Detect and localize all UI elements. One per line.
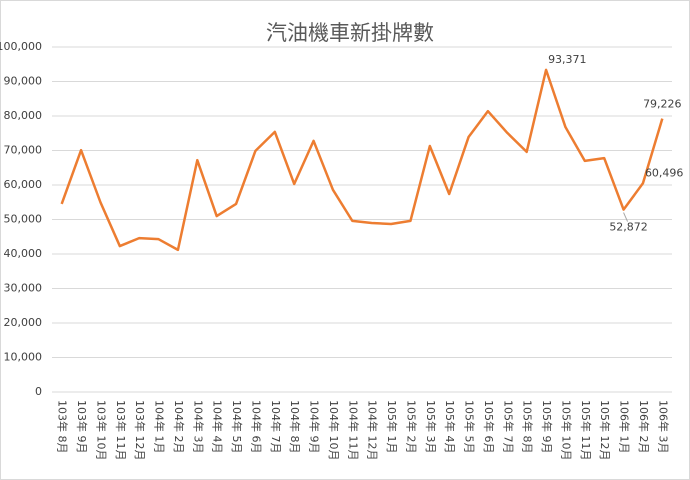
chart-title: 汽油機車新掛牌數 <box>266 21 434 45</box>
data-label: 52,872 <box>609 221 648 234</box>
data-line <box>60 68 664 252</box>
x-tick-label: 104年 11月 <box>346 400 360 461</box>
y-tick-label: 70,000 <box>4 144 43 157</box>
x-tick-label: 105年 1月 <box>385 400 399 454</box>
y-tick-label: 100,000 <box>0 40 42 53</box>
x-tick-label: 105年 5月 <box>463 400 477 454</box>
x-tick-label: 106年 1月 <box>618 400 632 454</box>
x-tick-label: 104年 1月 <box>153 400 167 454</box>
data-label: 79,226 <box>643 98 682 111</box>
data-label: 93,371 <box>548 53 587 66</box>
x-tick-label: 104年 3月 <box>191 400 205 454</box>
x-tick-label: 105年 6月 <box>482 400 496 454</box>
y-tick-label: 60,000 <box>4 178 43 191</box>
x-tick-label: 103年 9月 <box>75 400 89 454</box>
x-tick-label: 105年 12月 <box>598 400 612 461</box>
x-tick-label: 103年 8月 <box>56 400 70 454</box>
x-tick-label: 103年 10月 <box>94 400 108 461</box>
x-tick-label: 105年 3月 <box>424 400 438 454</box>
x-tick-label: 106年 2月 <box>637 400 651 454</box>
x-tick-label: 104年 2月 <box>172 400 186 454</box>
x-tick-label: 103年 11月 <box>114 400 128 461</box>
x-tick-label: 104年 4月 <box>211 400 225 454</box>
y-tick-label: 0 <box>35 385 42 398</box>
y-tick-label: 50,000 <box>4 213 43 226</box>
x-tick-label: 106年 3月 <box>656 400 670 454</box>
x-tick-label: 104年 12月 <box>366 400 380 461</box>
x-tick-label: 105年 8月 <box>521 400 535 454</box>
x-tick-label: 105年 7月 <box>501 400 515 454</box>
x-tick-label: 104年 7月 <box>269 400 283 454</box>
x-tick-label: 105年 2月 <box>404 400 418 454</box>
x-tick-label: 105年 10月 <box>559 400 573 461</box>
data-label: 60,496 <box>645 166 684 179</box>
y-tick-label: 80,000 <box>4 109 43 122</box>
x-tick-label: 105年 11月 <box>579 400 593 461</box>
y-tick-label: 20,000 <box>4 316 43 329</box>
y-tick-label: 30,000 <box>4 282 43 295</box>
x-tick-label: 104年 8月 <box>288 400 302 454</box>
x-tick-label: 104年 9月 <box>308 400 322 454</box>
x-tick-label: 103年 12月 <box>133 400 147 461</box>
x-tick-label: 104年 10月 <box>327 400 341 461</box>
y-tick-label: 10,000 <box>4 351 43 364</box>
y-tick-label: 90,000 <box>4 75 43 88</box>
y-tick-label: 40,000 <box>4 247 43 260</box>
x-tick-label: 104年 5月 <box>230 400 244 454</box>
leader-line <box>623 212 629 222</box>
x-tick-label: 104年 6月 <box>249 400 263 454</box>
x-tick-label: 105年 4月 <box>443 400 457 454</box>
x-tick-label: 105年 9月 <box>540 400 554 454</box>
